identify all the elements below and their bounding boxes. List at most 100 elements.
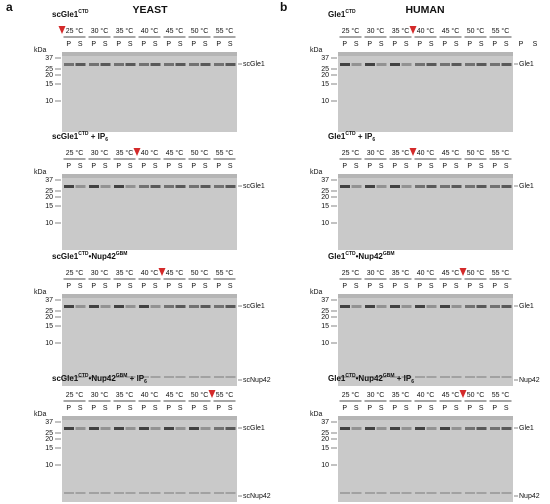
band	[89, 185, 99, 188]
temperature: 40 °C	[141, 391, 159, 399]
band	[139, 305, 149, 308]
panel-letter: b	[280, 0, 287, 14]
band	[340, 305, 350, 308]
lane-label: S	[128, 163, 133, 170]
band	[64, 185, 74, 188]
band	[175, 63, 186, 66]
band	[139, 63, 149, 66]
lane-label: P	[519, 41, 524, 48]
band-small	[89, 492, 99, 494]
band	[225, 185, 236, 188]
band-small	[189, 492, 199, 494]
gel-title: Gle1CTD•Nup42GBM + IP6	[328, 373, 414, 385]
gel-title: scGle1CTD•Nup42GBM + IP6	[52, 373, 147, 385]
lane-label: P	[442, 163, 447, 170]
band-label: scGle1	[243, 303, 265, 310]
lane-label: P	[367, 405, 372, 412]
marker-label: 25	[45, 188, 53, 195]
band-small	[225, 376, 236, 378]
temperature: 45 °C	[442, 391, 460, 399]
gel-title: scGle1CTD•Nup42GBM	[52, 251, 127, 261]
lane-label: P	[216, 163, 221, 170]
band	[401, 305, 412, 308]
band	[100, 427, 111, 430]
lane-label: S	[78, 41, 83, 48]
temperature: 30 °C	[91, 149, 109, 157]
temperature: 25 °C	[66, 27, 84, 35]
marker-label: 25	[321, 308, 329, 315]
band	[465, 305, 475, 308]
band	[64, 305, 74, 308]
title-part: •Nup42	[356, 374, 384, 383]
band	[89, 63, 99, 66]
lane-label: S	[178, 41, 183, 48]
lane-label: S	[153, 41, 158, 48]
band	[340, 185, 350, 188]
gel-shade	[62, 294, 237, 298]
band	[451, 63, 462, 66]
lane-label: P	[91, 283, 96, 290]
lane-label: S	[103, 163, 108, 170]
temperature: 55 °C	[492, 391, 510, 399]
band	[426, 185, 437, 188]
temperature: 35 °C	[116, 391, 134, 399]
band-small	[114, 492, 124, 494]
gel-title: Gle1CTD + IP6	[328, 131, 375, 143]
lane-label: S	[479, 163, 484, 170]
gel-shade	[338, 294, 513, 298]
lane-label: P	[166, 41, 171, 48]
panel-title: YEAST	[132, 4, 168, 16]
temperature: 50 °C	[467, 27, 485, 35]
band-small	[401, 492, 412, 494]
band-small	[75, 492, 86, 494]
lane-label: P	[191, 41, 196, 48]
band	[440, 63, 450, 66]
lane-label: P	[116, 41, 121, 48]
band	[415, 185, 425, 188]
band-small	[465, 376, 475, 378]
band	[376, 427, 387, 430]
band-small	[415, 492, 425, 494]
band	[100, 185, 111, 188]
band-small	[451, 376, 462, 378]
title-part: 6	[144, 379, 147, 385]
band	[214, 63, 224, 66]
marker-label: 15	[45, 81, 53, 88]
lane-label: S	[228, 405, 233, 412]
temperature: 40 °C	[417, 149, 435, 157]
band	[501, 185, 512, 188]
band	[390, 185, 400, 188]
band	[465, 427, 475, 430]
band	[64, 427, 74, 430]
lane-label: S	[103, 41, 108, 48]
lane-label: S	[228, 163, 233, 170]
temperature: 45 °C	[442, 149, 460, 157]
lane-label: P	[467, 283, 472, 290]
band	[64, 63, 74, 66]
band-small	[340, 376, 350, 378]
title-part: •Nup42	[356, 252, 384, 261]
band-small	[465, 492, 475, 494]
band-label: Gle1	[519, 61, 534, 68]
lane-label: P	[417, 405, 422, 412]
lane-label: P	[367, 41, 372, 48]
lane-label: S	[533, 41, 538, 48]
band	[476, 305, 487, 308]
lane-label: P	[392, 405, 397, 412]
band	[451, 185, 462, 188]
title-part: 6	[105, 137, 108, 143]
lane-label: S	[354, 41, 359, 48]
gel-shade	[62, 416, 237, 420]
gel	[62, 52, 237, 132]
title-part: Gle1	[328, 10, 346, 19]
band	[465, 63, 475, 66]
kda-label: kDa	[34, 169, 47, 176]
band-small	[426, 376, 437, 378]
lane-label: S	[354, 405, 359, 412]
lane-label: P	[116, 405, 121, 412]
gel	[338, 416, 513, 502]
lane-label: S	[228, 41, 233, 48]
gel	[338, 52, 513, 132]
marker-label: 37	[321, 419, 329, 426]
